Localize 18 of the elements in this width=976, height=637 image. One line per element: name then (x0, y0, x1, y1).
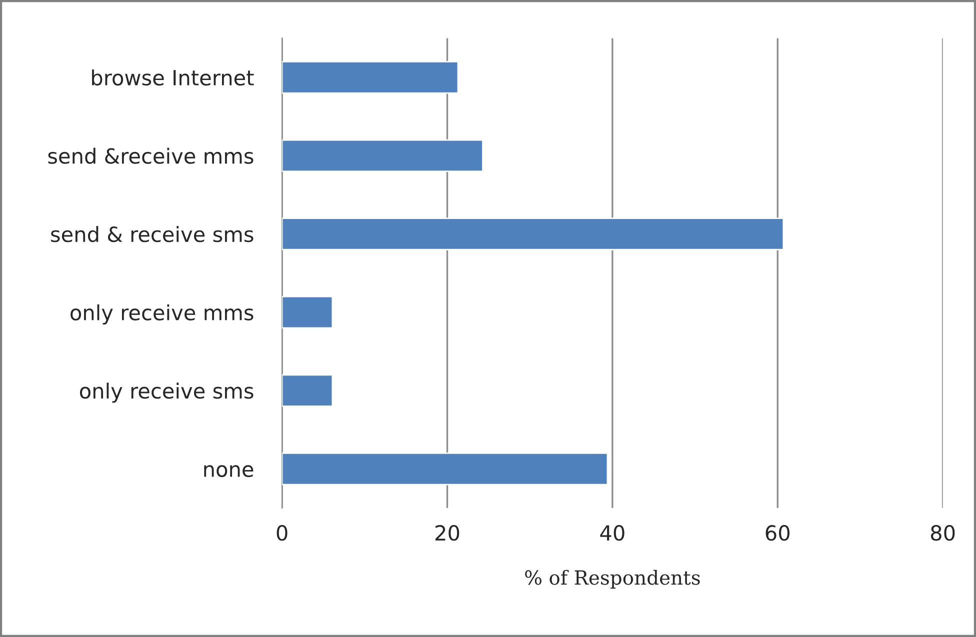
x-tick-label: 40 (600, 525, 624, 541)
bar (282, 374, 334, 407)
x-tick-label: 0 (276, 525, 288, 541)
x-tick-label: 60 (766, 525, 790, 541)
bar (282, 218, 784, 250)
y-tick-label: send &receive mms (48, 148, 254, 164)
x-axis-title: % of Respondents (525, 570, 700, 589)
bar (282, 452, 608, 486)
y-tick-label: only receive mms (70, 304, 254, 325)
bar (282, 139, 484, 172)
x-tick-label: 20 (436, 525, 460, 541)
bar (282, 61, 459, 94)
y-tick-label: none (204, 465, 254, 478)
y-tick-label: only receive sms (80, 382, 254, 403)
bar (282, 296, 334, 329)
y-tick-label: send & receive sms (51, 226, 254, 242)
y-tick-label: browse Internet (92, 69, 254, 86)
x-tick-label: 80 (930, 525, 955, 541)
